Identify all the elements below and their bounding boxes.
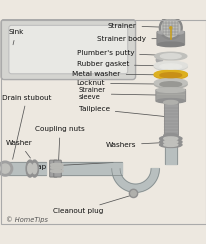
Text: Washer: Washer (6, 140, 33, 158)
Text: Drain stubout: Drain stubout (2, 95, 51, 159)
Circle shape (156, 57, 162, 63)
Ellipse shape (50, 163, 63, 166)
Polygon shape (111, 169, 159, 192)
Ellipse shape (26, 160, 34, 177)
Ellipse shape (156, 99, 184, 103)
Circle shape (159, 16, 181, 39)
Ellipse shape (32, 163, 37, 174)
FancyBboxPatch shape (1, 20, 135, 80)
Bar (49, 162, 122, 175)
Ellipse shape (50, 170, 63, 173)
Ellipse shape (157, 30, 183, 35)
Ellipse shape (163, 143, 177, 146)
Circle shape (0, 161, 13, 176)
Ellipse shape (157, 42, 183, 47)
Ellipse shape (153, 62, 186, 71)
Text: Sink: Sink (8, 29, 23, 45)
Text: Tailpiece: Tailpiece (78, 106, 174, 118)
FancyBboxPatch shape (9, 25, 127, 74)
Bar (4, 162, 45, 175)
Circle shape (129, 189, 137, 198)
Text: Trap: Trap (31, 163, 113, 170)
Ellipse shape (163, 140, 177, 143)
Ellipse shape (159, 142, 181, 147)
Ellipse shape (154, 80, 186, 89)
FancyBboxPatch shape (54, 160, 61, 177)
Bar (163, 102, 177, 135)
Ellipse shape (159, 64, 181, 69)
Ellipse shape (163, 137, 177, 140)
Text: Plumber's putty: Plumber's putty (76, 50, 183, 56)
Ellipse shape (28, 163, 32, 174)
Ellipse shape (159, 139, 181, 144)
Ellipse shape (163, 134, 177, 137)
Text: Cleanout plug: Cleanout plug (53, 194, 134, 214)
Ellipse shape (30, 160, 38, 177)
FancyBboxPatch shape (156, 31, 184, 45)
Bar (164, 145, 176, 164)
Circle shape (130, 191, 136, 196)
Text: Coupling nuts: Coupling nuts (35, 126, 84, 172)
Ellipse shape (153, 70, 186, 78)
Circle shape (1, 164, 10, 173)
Text: © HomeTips: © HomeTips (6, 216, 48, 223)
Ellipse shape (154, 52, 186, 60)
FancyBboxPatch shape (155, 89, 185, 102)
Ellipse shape (156, 88, 184, 92)
Circle shape (161, 19, 179, 37)
Ellipse shape (159, 136, 181, 141)
Text: Metal washer: Metal washer (72, 71, 184, 77)
Ellipse shape (154, 79, 186, 87)
Ellipse shape (160, 54, 180, 59)
Ellipse shape (153, 71, 186, 79)
Ellipse shape (163, 101, 177, 104)
Circle shape (169, 27, 171, 29)
Text: Washers: Washers (105, 142, 179, 148)
FancyBboxPatch shape (49, 160, 57, 177)
Ellipse shape (159, 73, 181, 78)
Text: Locknut: Locknut (76, 80, 184, 86)
Ellipse shape (153, 61, 186, 70)
Text: Strainer: Strainer (107, 23, 179, 29)
Text: Strainer body: Strainer body (97, 36, 180, 42)
Ellipse shape (50, 166, 63, 169)
Text: Strainer
sleeve: Strainer sleeve (78, 87, 181, 100)
Text: Rubber gasket: Rubber gasket (76, 61, 184, 67)
Ellipse shape (159, 82, 181, 87)
